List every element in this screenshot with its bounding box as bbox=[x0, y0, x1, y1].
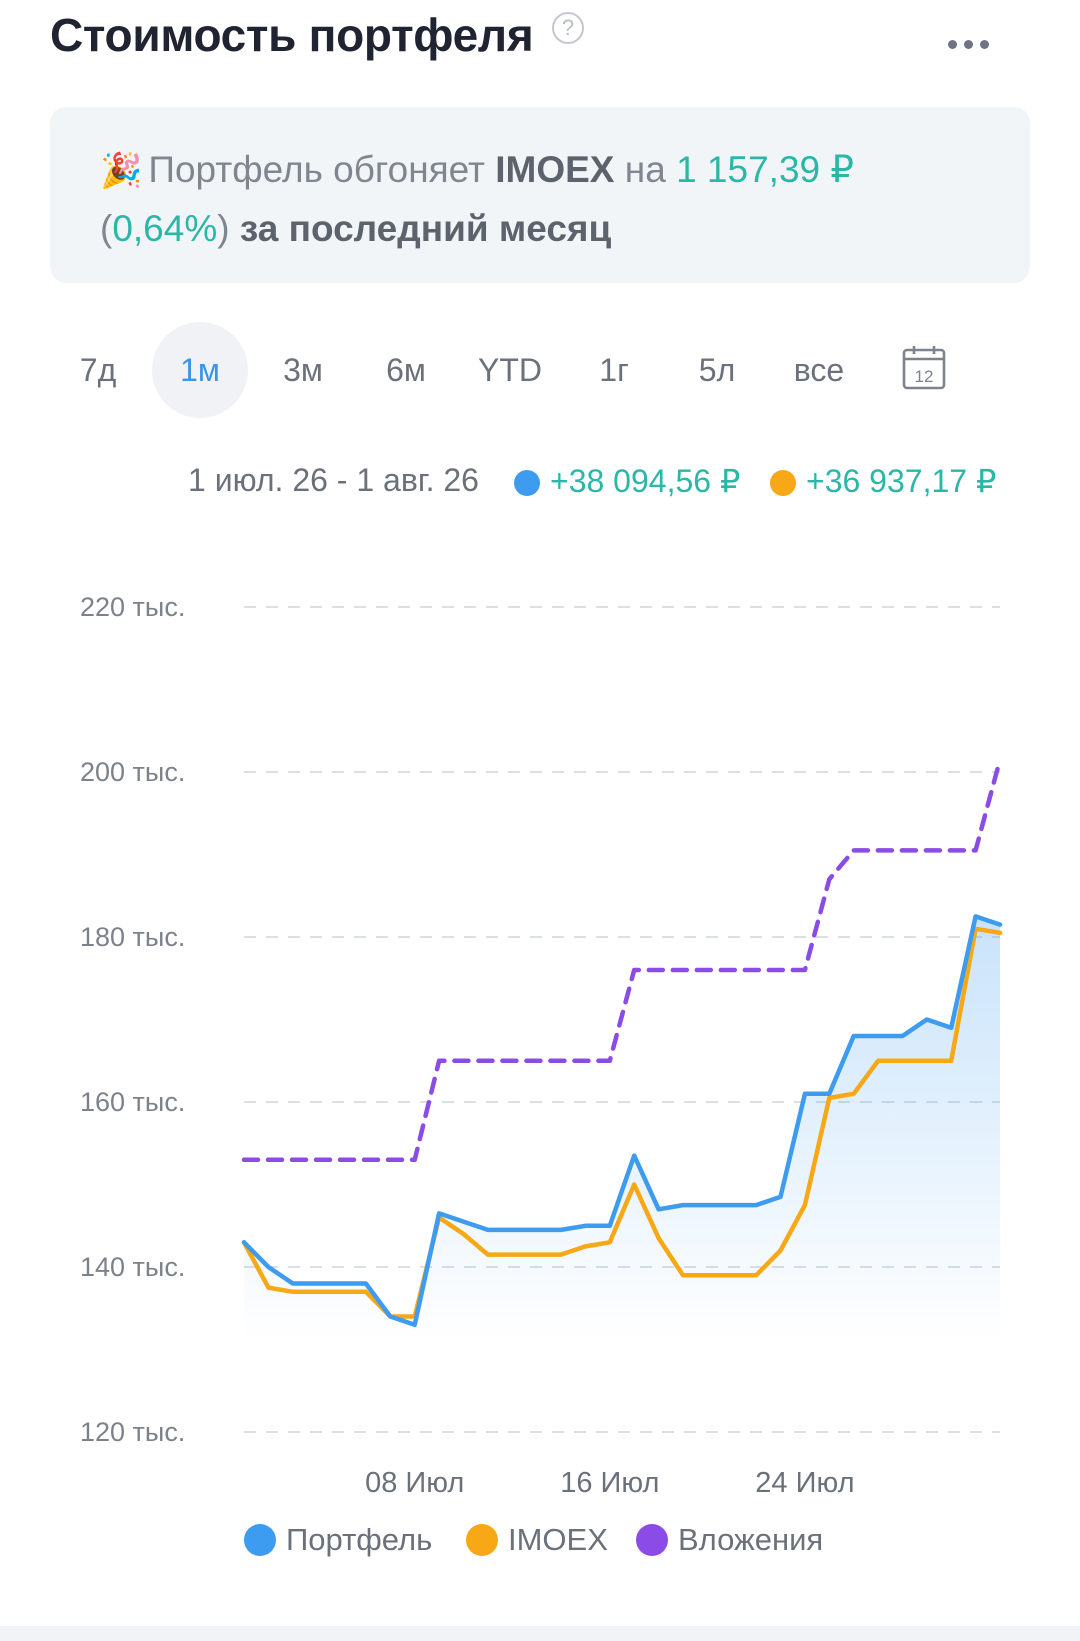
banner-text-1: Портфель обгоняет bbox=[148, 149, 496, 190]
question-circle-icon[interactable]: ? bbox=[552, 12, 584, 44]
y-tick-label: 120 тыс. bbox=[80, 1417, 185, 1447]
banner-paren-close: ) bbox=[217, 208, 230, 249]
legend-label: IMOEX bbox=[508, 1522, 608, 1557]
tab-all[interactable]: все bbox=[793, 352, 845, 388]
tab-5y[interactable]: 5л bbox=[698, 352, 736, 388]
y-tick-label: 200 тыс. bbox=[80, 757, 185, 787]
banner-period: за последний месяц bbox=[239, 208, 612, 249]
portfolio-change: +38 094,56 ₽ bbox=[550, 463, 741, 499]
banner-text-2: на bbox=[614, 149, 677, 190]
y-tick-label: 160 тыс. bbox=[80, 1087, 185, 1117]
legend-dot bbox=[244, 1524, 276, 1556]
y-tick-label: 220 тыс. bbox=[80, 592, 185, 622]
banner-percent: 0,64% bbox=[112, 208, 218, 249]
tab-3m[interactable]: 3м bbox=[283, 352, 323, 388]
x-tick-label: 08 Июл bbox=[365, 1467, 464, 1499]
x-tick-label: 16 Июл bbox=[560, 1467, 659, 1499]
period-tabs: 7д 1м 3м 6м YTD 1г 5л все 12 bbox=[50, 322, 1030, 418]
page-title: Стоимость портфеля bbox=[50, 9, 534, 61]
banner-amount: 1 157,39 ₽ bbox=[676, 149, 854, 190]
tab-7d[interactable]: 7д bbox=[79, 352, 117, 388]
imoex-line bbox=[241, 926, 1003, 1319]
imoex-dot bbox=[770, 470, 796, 496]
tab-1m[interactable]: 1м bbox=[152, 322, 248, 418]
bottom-divider bbox=[0, 1626, 1080, 1641]
date-range: 1 июл. 26 - 1 авг. 26 bbox=[188, 462, 479, 498]
period-summary: 1 июл. 26 - 1 авг. 26 +38 094,56 ₽ +36 9… bbox=[0, 458, 1080, 504]
banner-index-name: IMOEX bbox=[495, 149, 615, 190]
banner-paren-open: ( bbox=[100, 208, 113, 249]
y-tick-label: 140 тыс. bbox=[80, 1252, 185, 1282]
portfolio-chart[interactable]: 220 тыс. 200 тыс. 180 тыс. 160 тыс. 140 тыс.… bbox=[0, 560, 1080, 1530]
x-tick-label: 24 Июл bbox=[755, 1467, 854, 1499]
legend-label: Портфель bbox=[286, 1522, 433, 1557]
legend-dot bbox=[466, 1524, 498, 1556]
portfolio-area bbox=[244, 916, 1000, 1342]
calendar-icon[interactable]: 12 bbox=[902, 344, 946, 390]
tab-ytd[interactable]: YTD bbox=[478, 352, 542, 388]
more-horizontal-icon[interactable] bbox=[940, 26, 996, 62]
legend-label: Вложения bbox=[678, 1522, 824, 1557]
portfolio-dot bbox=[514, 470, 540, 496]
tab-6m[interactable]: 6м bbox=[386, 352, 426, 388]
calendar-day: 12 bbox=[915, 367, 934, 386]
imoex-change: +36 937,17 ₽ bbox=[806, 463, 997, 499]
party-popper-icon: 🎉 bbox=[100, 152, 143, 190]
investments-line bbox=[241, 757, 1003, 1163]
legend-dot bbox=[636, 1524, 668, 1556]
y-tick-label: 180 тыс. bbox=[80, 922, 185, 952]
portfolio-line bbox=[241, 914, 1003, 1328]
outperformance-banner: 🎉 Портфель обгоняет IMOEX на 1 157,39 ₽ (0… bbox=[50, 107, 1030, 283]
tab-1y[interactable]: 1г bbox=[599, 352, 629, 388]
